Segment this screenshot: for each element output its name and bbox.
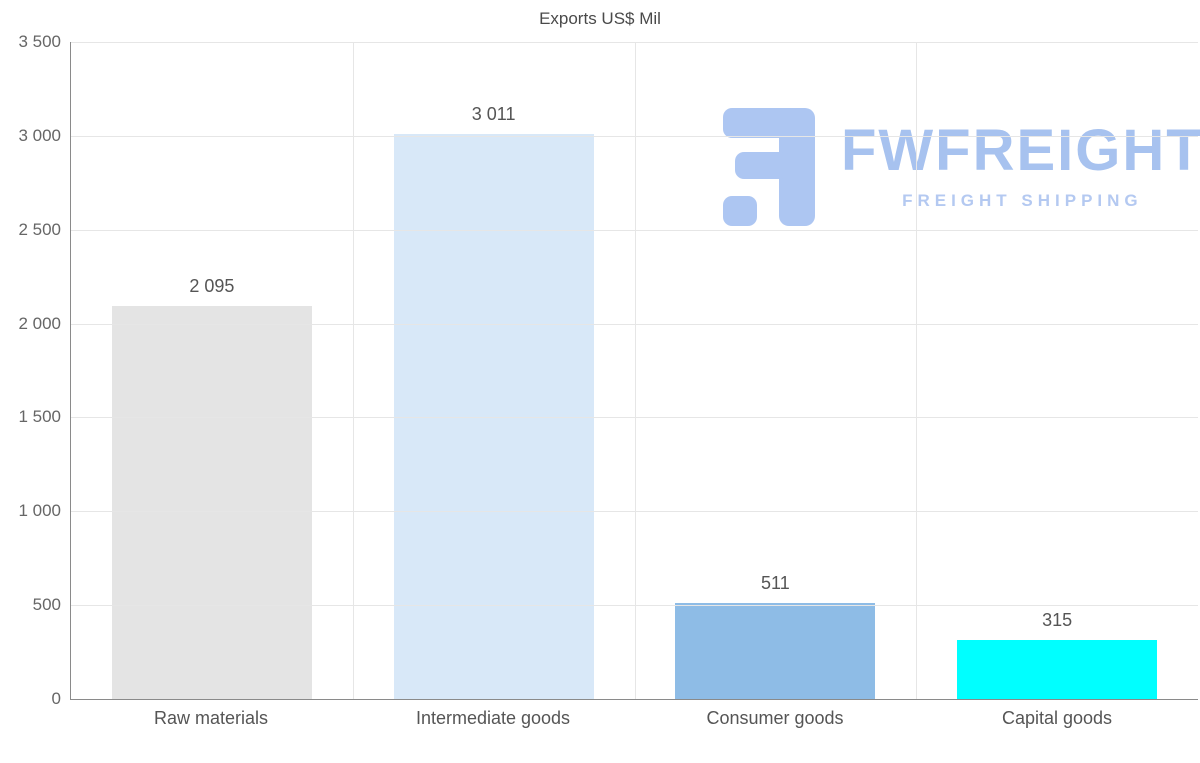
- bar[interactable]: [111, 305, 312, 699]
- bar-column: 315: [916, 42, 1198, 699]
- y-axis-tick-label: 2 500: [18, 219, 61, 239]
- vertical-gridline: [634, 42, 636, 699]
- x-axis-label: Capital goods: [1001, 708, 1113, 728]
- bar-value-label: 511: [761, 573, 790, 594]
- bars-layer: 2 095 3 011 511 315: [71, 42, 1198, 699]
- bar-value-label: 3 011: [471, 103, 516, 124]
- y-axis-tick-label: 3 000: [18, 125, 61, 145]
- vertical-gridline: [916, 42, 918, 699]
- bar[interactable]: [957, 639, 1158, 699]
- y-axis-tick-label: 0: [51, 689, 61, 708]
- y-axis-tick-label: 3 500: [18, 32, 61, 51]
- x-axis-label: Intermediate goods: [415, 708, 571, 728]
- bar-value-label: 2 095: [189, 275, 235, 296]
- y-axis-tick-label: 2 000: [18, 313, 61, 333]
- x-axis: Raw materials Intermediate goods Consumer …: [70, 708, 1198, 729]
- chart-title: Exports US$ Mil: [539, 9, 661, 28]
- bar[interactable]: [675, 603, 876, 699]
- y-axis-tick-label: 1 500: [18, 407, 61, 427]
- bar-column: 2 095: [71, 42, 353, 699]
- bar-value-label: 315: [1042, 609, 1073, 630]
- x-axis-label: Raw materials: [153, 708, 269, 728]
- plot-area: 2 095 3 011 511 315 FWFREIGHT FREIGHT SHIPP…: [18, 32, 1200, 708]
- vertical-gridline: [352, 42, 354, 699]
- bar[interactable]: [393, 133, 594, 699]
- y-axis-tick-label: 1 000: [18, 501, 61, 521]
- x-axis-label: Consumer goods: [706, 708, 844, 728]
- bar-column: 3 011: [353, 42, 635, 699]
- bar-column: 511: [635, 42, 917, 699]
- y-axis-tick-label: 500: [32, 595, 61, 615]
